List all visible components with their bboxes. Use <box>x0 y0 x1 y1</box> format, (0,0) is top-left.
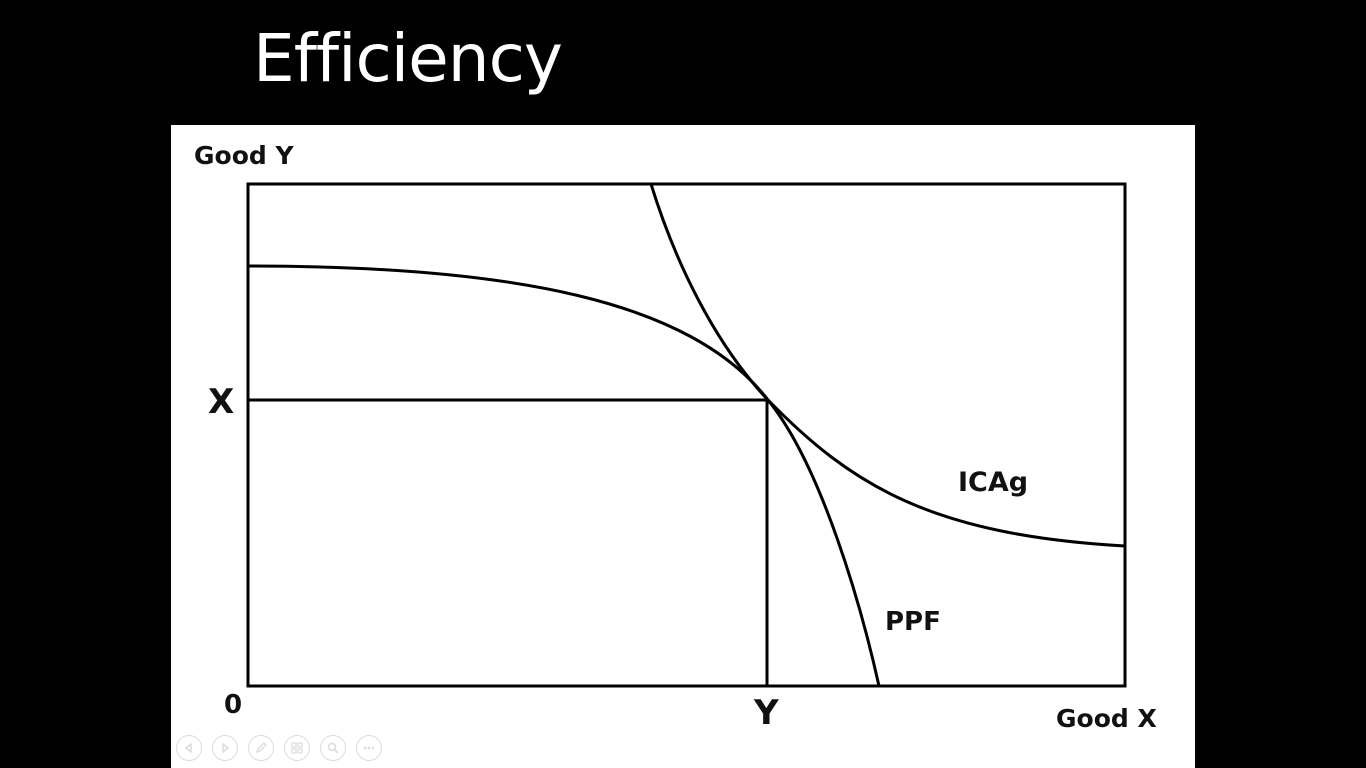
x-axis-label: Good X <box>1056 704 1157 733</box>
see-all-slides-button[interactable] <box>284 735 310 761</box>
slideshow-toolbar <box>176 735 382 763</box>
indifference-curve <box>649 183 1126 548</box>
ppf-curve-label: PPF <box>885 607 941 637</box>
more-options-button[interactable] <box>356 735 382 761</box>
zoom-icon <box>327 742 339 754</box>
y-point-label: X <box>208 382 234 422</box>
next-slide-icon <box>222 742 230 754</box>
ppf-curve <box>247 264 881 687</box>
y-axis-label: Good Y <box>194 141 294 170</box>
pen-button[interactable] <box>248 735 274 761</box>
previous-slide-button[interactable] <box>176 735 202 761</box>
plot-frame <box>246 182 1127 688</box>
figure-panel: Good Y Good X 0 X Y ICAg PPF <box>171 125 1195 768</box>
pen-icon <box>255 742 267 754</box>
more-options-icon <box>363 746 375 750</box>
next-slide-button[interactable] <box>212 735 238 761</box>
zoom-button[interactable] <box>320 735 346 761</box>
see-all-slides-icon <box>291 742 303 754</box>
efficiency-diagram: Good Y Good X 0 X Y ICAg PPF <box>194 141 1157 733</box>
slide-title: Efficiency <box>253 20 563 97</box>
x-point-label: Y <box>753 693 779 733</box>
previous-slide-icon <box>184 742 192 754</box>
indifference-curve-label: ICAg <box>958 467 1028 498</box>
origin-label: 0 <box>224 690 242 720</box>
